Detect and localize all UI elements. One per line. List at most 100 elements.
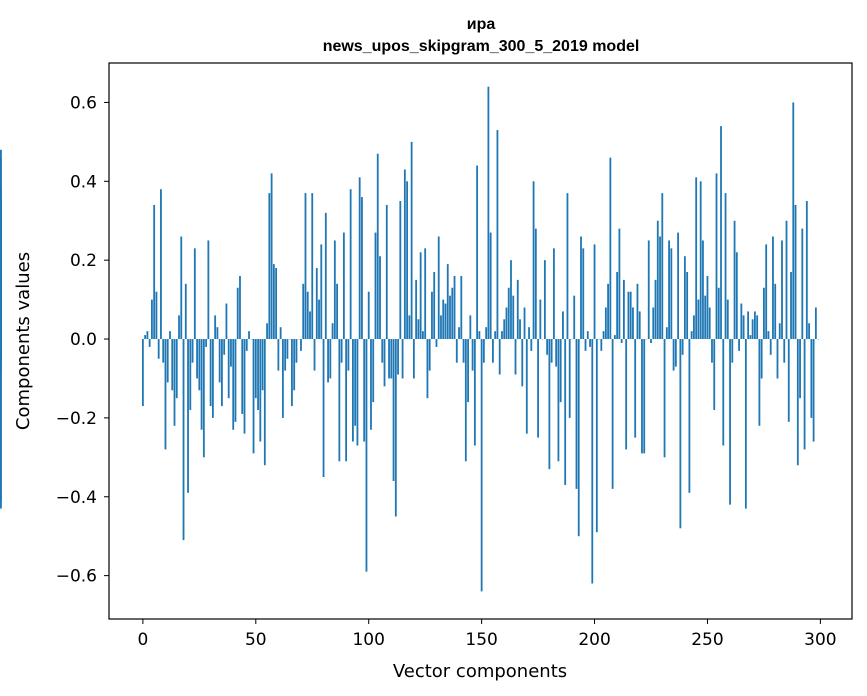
bar: [146, 331, 149, 340]
bar: [349, 189, 352, 340]
bar: [198, 339, 201, 391]
bar: [462, 339, 465, 363]
bar: [431, 291, 433, 340]
bar: [595, 339, 598, 533]
bar: [464, 339, 467, 462]
bar: [512, 295, 515, 340]
bar: [340, 339, 343, 363]
bar: [494, 331, 497, 340]
bar: [521, 339, 524, 387]
bar: [458, 327, 460, 340]
bar: [191, 339, 194, 363]
bar: [309, 311, 311, 340]
plot-frame: [108, 62, 853, 620]
bar: [532, 181, 535, 340]
bar: [679, 339, 682, 529]
bar: [221, 339, 223, 407]
bar: [550, 339, 553, 363]
bar: [753, 311, 756, 340]
bar: [166, 339, 169, 383]
bar: [787, 339, 790, 422]
y-tick-label: 0.0: [70, 330, 97, 350]
bar: [763, 287, 765, 340]
bar: [812, 339, 815, 442]
y-axis: −0.6 −0.4 −0.2 0.0 0.2 0.4 0.6: [56, 93, 109, 587]
bar: [674, 339, 677, 367]
bar: [338, 339, 341, 462]
chart-subtitle: news_upos_skipgram_300_5_2019 model: [323, 38, 640, 55]
bar: [769, 339, 772, 355]
bar: [672, 339, 675, 371]
bar: [706, 275, 709, 340]
bar: [643, 339, 646, 454]
bar: [697, 299, 700, 340]
bar: [173, 339, 176, 426]
bar: [656, 220, 659, 340]
bar: [175, 339, 178, 399]
bar: [688, 339, 691, 493]
bar: [347, 339, 350, 371]
bar: [189, 339, 192, 411]
bar: [778, 323, 781, 340]
bars-group: [0, 86, 820, 592]
bar: [510, 260, 512, 340]
bar: [794, 204, 797, 340]
bar: [358, 177, 361, 340]
bar: [668, 240, 670, 340]
bar: [320, 244, 323, 340]
bar: [582, 248, 585, 340]
bar: [234, 339, 237, 422]
bar: [293, 339, 296, 391]
bar: [0, 315, 2, 340]
bar: [781, 240, 783, 340]
bar: [182, 339, 185, 541]
x-axis: 0 50 100 150 200 250 300: [137, 619, 837, 650]
bar: [408, 315, 411, 340]
bar: [742, 315, 745, 340]
bar: [403, 169, 406, 340]
bar: [566, 193, 569, 340]
bar: [440, 315, 442, 340]
bar: [480, 339, 483, 592]
bar: [589, 339, 591, 347]
bar: [663, 339, 666, 458]
bar: [471, 339, 474, 371]
bar: [543, 260, 546, 340]
bar: [272, 264, 275, 340]
bar: [772, 236, 774, 340]
bar: [623, 279, 625, 340]
bar: [548, 339, 551, 470]
bar: [426, 339, 429, 399]
bar: [530, 339, 533, 351]
y-tick-label: −0.6: [56, 567, 97, 587]
bar: [157, 339, 160, 359]
bar: [505, 307, 508, 340]
bar: [482, 339, 485, 363]
bar: [372, 339, 375, 403]
bar: [704, 295, 707, 340]
bar: [625, 339, 628, 450]
bar: [333, 240, 336, 340]
bar: [169, 331, 171, 340]
x-tick-label: 50: [245, 630, 267, 650]
bar: [315, 268, 318, 340]
bar: [808, 323, 810, 340]
bar: [575, 339, 578, 489]
bar: [724, 193, 727, 340]
bar: [155, 291, 158, 340]
bar: [291, 339, 293, 407]
bar: [616, 271, 619, 340]
bar: [776, 339, 779, 379]
bar: [767, 331, 770, 340]
bar: [300, 339, 302, 351]
bar: [519, 319, 521, 340]
bar: [318, 299, 320, 340]
bar: [225, 303, 228, 340]
bar: [279, 327, 282, 340]
bar: [352, 339, 354, 442]
bar: [239, 275, 241, 340]
bar: [451, 287, 454, 340]
bar: [379, 256, 381, 340]
